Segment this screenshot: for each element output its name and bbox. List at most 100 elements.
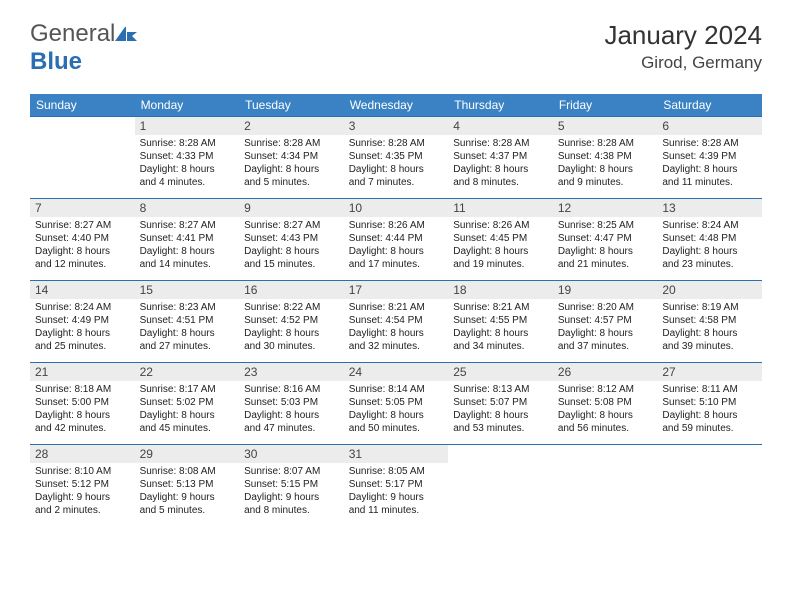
day-line: Daylight: 8 hours: [244, 327, 339, 340]
day-number: 11: [448, 199, 553, 217]
day-line: Sunrise: 8:18 AM: [35, 383, 130, 396]
day-line: and 17 minutes.: [349, 258, 444, 271]
day-line: Daylight: 8 hours: [453, 163, 548, 176]
day-body: Sunrise: 8:28 AMSunset: 4:37 PMDaylight:…: [448, 135, 553, 193]
location: Girod, Germany: [604, 53, 762, 73]
calendar-cell: 24Sunrise: 8:14 AMSunset: 5:05 PMDayligh…: [344, 363, 449, 445]
day-line: and 9 minutes.: [558, 176, 653, 189]
day-number: 7: [30, 199, 135, 217]
day-body: Sunrise: 8:24 AMSunset: 4:49 PMDaylight:…: [30, 299, 135, 357]
day-line: Sunset: 4:58 PM: [662, 314, 757, 327]
day-line: Daylight: 8 hours: [244, 245, 339, 258]
day-line: Sunrise: 8:28 AM: [662, 137, 757, 150]
calendar-cell: 11Sunrise: 8:26 AMSunset: 4:45 PMDayligh…: [448, 199, 553, 281]
calendar-cell: 26Sunrise: 8:12 AMSunset: 5:08 PMDayligh…: [553, 363, 658, 445]
day-body: Sunrise: 8:12 AMSunset: 5:08 PMDaylight:…: [553, 381, 658, 439]
day-body: Sunrise: 8:28 AMSunset: 4:39 PMDaylight:…: [657, 135, 762, 193]
calendar-table: SundayMondayTuesdayWednesdayThursdayFrid…: [30, 94, 762, 527]
day-number: 12: [553, 199, 658, 217]
day-body: Sunrise: 8:28 AMSunset: 4:38 PMDaylight:…: [553, 135, 658, 193]
header: General Blue January 2024 Girod, Germany: [30, 20, 762, 76]
day-line: Sunrise: 8:07 AM: [244, 465, 339, 478]
calendar-week: 1Sunrise: 8:28 AMSunset: 4:33 PMDaylight…: [30, 117, 762, 199]
calendar-cell: 7Sunrise: 8:27 AMSunset: 4:40 PMDaylight…: [30, 199, 135, 281]
day-line: Sunset: 5:17 PM: [349, 478, 444, 491]
day-line: Daylight: 8 hours: [244, 409, 339, 422]
day-line: Sunset: 5:03 PM: [244, 396, 339, 409]
day-line: Daylight: 8 hours: [349, 327, 444, 340]
day-body: Sunrise: 8:27 AMSunset: 4:41 PMDaylight:…: [135, 217, 240, 275]
day-number: 23: [239, 363, 344, 381]
calendar-cell: 25Sunrise: 8:13 AMSunset: 5:07 PMDayligh…: [448, 363, 553, 445]
day-line: and 4 minutes.: [140, 176, 235, 189]
day-body: Sunrise: 8:14 AMSunset: 5:05 PMDaylight:…: [344, 381, 449, 439]
calendar-cell: 19Sunrise: 8:20 AMSunset: 4:57 PMDayligh…: [553, 281, 658, 363]
day-body: Sunrise: 8:07 AMSunset: 5:15 PMDaylight:…: [239, 463, 344, 521]
month-title: January 2024: [604, 20, 762, 51]
day-number: 15: [135, 281, 240, 299]
day-line: Sunset: 4:34 PM: [244, 150, 339, 163]
day-line: and 56 minutes.: [558, 422, 653, 435]
day-line: Sunrise: 8:28 AM: [349, 137, 444, 150]
day-line: and 7 minutes.: [349, 176, 444, 189]
day-body: Sunrise: 8:28 AMSunset: 4:35 PMDaylight:…: [344, 135, 449, 193]
day-number: 21: [30, 363, 135, 381]
day-line: and 47 minutes.: [244, 422, 339, 435]
calendar-week: 14Sunrise: 8:24 AMSunset: 4:49 PMDayligh…: [30, 281, 762, 363]
day-body: Sunrise: 8:27 AMSunset: 4:43 PMDaylight:…: [239, 217, 344, 275]
day-line: and 37 minutes.: [558, 340, 653, 353]
day-number: 4: [448, 117, 553, 135]
day-line: and 5 minutes.: [140, 504, 235, 517]
calendar-cell: 10Sunrise: 8:26 AMSunset: 4:44 PMDayligh…: [344, 199, 449, 281]
day-line: Sunrise: 8:16 AM: [244, 383, 339, 396]
day-body: Sunrise: 8:27 AMSunset: 4:40 PMDaylight:…: [30, 217, 135, 275]
day-line: and 50 minutes.: [349, 422, 444, 435]
day-number: 6: [657, 117, 762, 135]
day-line: Sunset: 4:49 PM: [35, 314, 130, 327]
day-line: Sunset: 4:40 PM: [35, 232, 130, 245]
day-line: Sunset: 4:41 PM: [140, 232, 235, 245]
day-line: Sunset: 4:33 PM: [140, 150, 235, 163]
calendar-week: 28Sunrise: 8:10 AMSunset: 5:12 PMDayligh…: [30, 445, 762, 527]
day-number: 22: [135, 363, 240, 381]
day-line: and 2 minutes.: [35, 504, 130, 517]
day-line: and 30 minutes.: [244, 340, 339, 353]
day-number: 5: [553, 117, 658, 135]
day-line: Daylight: 8 hours: [558, 409, 653, 422]
calendar-cell: 23 Sunrise: 8:16 AMSunset: 5:03 PMDayligh…: [239, 363, 344, 445]
day-number: 25: [448, 363, 553, 381]
day-body: Sunrise: 8:28 AMSunset: 4:34 PMDaylight:…: [239, 135, 344, 193]
day-line: Daylight: 8 hours: [140, 327, 235, 340]
day-body: Sunrise: 8:28 AMSunset: 4:33 PMDaylight:…: [135, 135, 240, 193]
day-body: Sunrise: 8:26 AMSunset: 4:44 PMDaylight:…: [344, 217, 449, 275]
day-line: Sunrise: 8:11 AM: [662, 383, 757, 396]
day-number: 28: [30, 445, 135, 463]
day-line: Daylight: 8 hours: [35, 409, 130, 422]
day-header: Tuesday: [239, 94, 344, 117]
day-line: and 45 minutes.: [140, 422, 235, 435]
title-block: January 2024 Girod, Germany: [604, 20, 762, 73]
day-body: Sunrise: 8:23 AMSunset: 4:51 PMDaylight:…: [135, 299, 240, 357]
day-line: and 42 minutes.: [35, 422, 130, 435]
day-line: Daylight: 8 hours: [662, 327, 757, 340]
day-line: Daylight: 8 hours: [453, 409, 548, 422]
day-line: Sunrise: 8:08 AM: [140, 465, 235, 478]
day-number: 24: [344, 363, 449, 381]
day-line: Sunrise: 8:23 AM: [140, 301, 235, 314]
day-line: Sunset: 5:12 PM: [35, 478, 130, 491]
day-number: 3: [344, 117, 449, 135]
day-line: and 25 minutes.: [35, 340, 130, 353]
day-line: Sunset: 4:45 PM: [453, 232, 548, 245]
day-line: Sunset: 4:44 PM: [349, 232, 444, 245]
day-header: Monday: [135, 94, 240, 117]
calendar-cell: [30, 117, 135, 199]
day-body: Sunrise: 8:24 AMSunset: 4:48 PMDaylight:…: [657, 217, 762, 275]
logo-text-general: General: [30, 20, 115, 47]
day-line: and 15 minutes.: [244, 258, 339, 271]
day-body: Sunrise: 8:19 AMSunset: 4:58 PMDaylight:…: [657, 299, 762, 357]
day-line: Daylight: 8 hours: [453, 327, 548, 340]
day-number: 19: [553, 281, 658, 299]
day-line: Sunset: 4:37 PM: [453, 150, 548, 163]
calendar-cell: 4Sunrise: 8:28 AMSunset: 4:37 PMDaylight…: [448, 117, 553, 199]
day-line: Sunrise: 8:28 AM: [140, 137, 235, 150]
